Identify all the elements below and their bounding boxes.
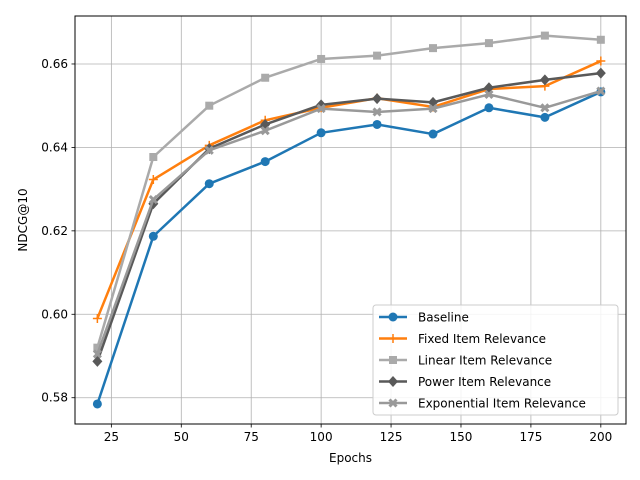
x-tick-label: 200 xyxy=(589,430,612,444)
x-tick-label: 125 xyxy=(380,430,403,444)
data-point xyxy=(540,31,549,40)
legend-label: Linear Item Relevance xyxy=(418,354,552,368)
data-point xyxy=(484,89,494,99)
y-axis-label: NDCG@10 xyxy=(16,188,30,251)
data-point xyxy=(596,35,605,44)
legend-marker xyxy=(388,376,398,387)
series-line xyxy=(96,90,602,405)
y-tick-label: 0.58 xyxy=(41,391,68,405)
data-point xyxy=(596,56,606,66)
legend-entry: Power Item Relevance xyxy=(379,375,551,389)
legend-label: Power Item Relevance xyxy=(418,375,551,389)
data-point xyxy=(316,104,326,114)
x-tick-label: 50 xyxy=(174,430,189,444)
data-point xyxy=(316,128,326,138)
data-point xyxy=(260,118,271,130)
y-tick-label: 0.62 xyxy=(41,224,68,238)
data-point xyxy=(92,355,103,367)
legend-label: Exponential Item Relevance xyxy=(418,397,586,411)
data-point xyxy=(92,313,102,323)
legend-marker xyxy=(388,312,398,322)
x-tick-label: 150 xyxy=(450,430,473,444)
data-point xyxy=(372,119,382,129)
data-point xyxy=(428,129,438,139)
y-tick-label: 0.66 xyxy=(41,57,68,71)
data-point xyxy=(92,399,102,409)
data-point xyxy=(540,103,550,113)
series-fixed-item-relevance xyxy=(92,56,606,323)
data-point xyxy=(484,39,493,48)
data-point xyxy=(372,107,382,117)
legend-entry: Fixed Item Relevance xyxy=(379,332,546,346)
legend-entry: Baseline xyxy=(379,311,469,325)
y-tick-label: 0.60 xyxy=(41,307,68,321)
data-point xyxy=(205,101,214,110)
legend-label: Fixed Item Relevance xyxy=(418,332,546,346)
ticks: 25 50 75 100 125 150 175 200 0.58 0.60 0.62 0.64 0.6… xyxy=(41,57,612,444)
data-point xyxy=(204,145,214,155)
data-point xyxy=(373,51,382,60)
data-point xyxy=(261,73,270,82)
data-point xyxy=(595,67,606,79)
legend-entry: Exponential Item Relevance xyxy=(379,397,586,411)
series-line xyxy=(96,59,602,319)
plot-frame xyxy=(74,15,627,425)
data-point xyxy=(92,349,102,359)
data-point xyxy=(484,103,494,113)
data-point xyxy=(372,93,383,105)
data-point xyxy=(93,343,102,352)
data-point xyxy=(148,194,158,205)
data-point xyxy=(539,74,550,86)
series-line xyxy=(96,34,601,349)
series-exponential-item-relevance xyxy=(92,86,606,359)
data-point xyxy=(149,153,158,162)
data-point xyxy=(428,104,438,114)
series-linear-item-relevance xyxy=(93,31,605,352)
data-point xyxy=(317,54,326,63)
legend-box xyxy=(372,304,619,416)
legend-marker xyxy=(389,356,397,364)
legend-entry: Linear Item Relevance xyxy=(379,354,552,368)
x-tick-label: 175 xyxy=(519,430,542,444)
series-layer xyxy=(92,31,606,409)
x-axis-label: Epochs xyxy=(329,451,372,465)
legend-marker xyxy=(388,398,398,408)
x-tick-label: 100 xyxy=(310,430,333,444)
x-tick-label: 25 xyxy=(104,430,119,444)
legend-marker xyxy=(388,334,398,343)
data-point xyxy=(204,179,214,189)
data-point xyxy=(260,157,270,167)
data-point xyxy=(260,126,270,136)
data-point xyxy=(596,86,606,96)
data-point xyxy=(540,112,550,122)
legend-label: Baseline xyxy=(418,311,469,325)
legend: Baseline Fixed Item Relevance Linear Item … xyxy=(372,304,619,416)
x-tick-label: 75 xyxy=(244,430,259,444)
data-point xyxy=(148,175,158,185)
data-point xyxy=(148,231,158,241)
y-tick-label: 0.64 xyxy=(41,140,68,154)
series-line xyxy=(96,89,602,355)
data-point xyxy=(429,44,438,53)
